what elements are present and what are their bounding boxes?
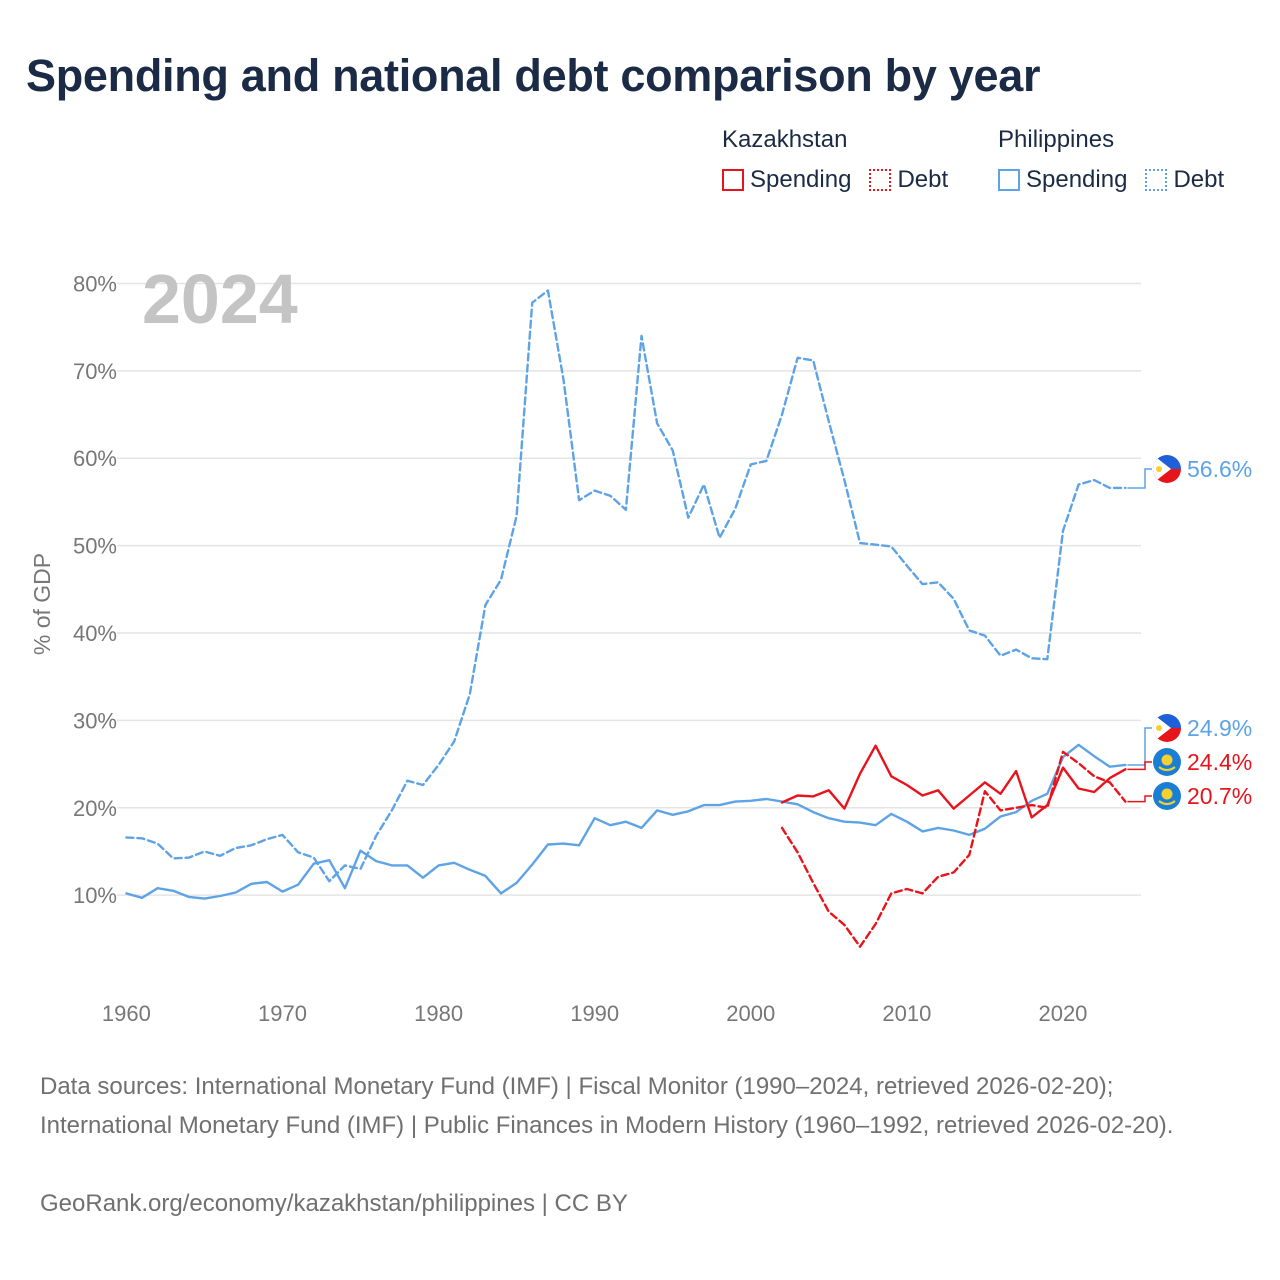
y-tick-label-30: 30%: [73, 708, 117, 733]
kazakhstan-flag-icon: [1153, 782, 1181, 810]
line-chart: 10% 20% 30% 40% 50% 60% 70% 80% 1960 1970 1980 1990…: [29, 260, 1252, 1026]
grid-layer: [117, 282, 1141, 896]
series-line-philippines-spending: [125, 743, 1127, 900]
legend-swatch-philippines-debt: [1145, 169, 1168, 191]
end-label-kazakhstan-spending: 24.4%: [1187, 749, 1252, 775]
legend-kazakhstan-title: Kazakhstan: [722, 126, 848, 153]
philippines-flag-icon: [1153, 714, 1181, 742]
y-tick-label-10: 10%: [73, 883, 117, 908]
y-tick-label-50: 50%: [73, 534, 117, 559]
legend-label: Debt: [897, 166, 949, 193]
legend-label: Spending: [750, 166, 852, 193]
x-tick-label-2000: 2000: [726, 1001, 775, 1026]
x-tick-label-1960: 1960: [102, 1001, 151, 1026]
series-line-philippines-debt: [125, 289, 1127, 883]
y-axis-label: % of GDP: [29, 553, 55, 655]
legend-kazakhstan-spending[interactable]: Spending: [722, 166, 851, 194]
end-label-philippines-debt: 56.6%: [1187, 456, 1252, 482]
legend-label: Debt: [1173, 166, 1225, 193]
leader-line-kazakhstan-spending: [1127, 761, 1152, 771]
legend-label: Spending: [1026, 166, 1128, 193]
y-tick-label-80: 80%: [73, 271, 117, 296]
credit-link[interactable]: GeoRank.org/economy/kazakhstan/philippin…: [40, 1190, 628, 1217]
leader-line-kazakhstan-debt: [1127, 795, 1152, 803]
x-tick-label-1970: 1970: [258, 1001, 307, 1026]
legend-philippines: Philippines Spending Debt: [998, 124, 1242, 194]
leader-line-philippines-spending: [1127, 727, 1152, 766]
axis-layer: 10% 20% 30% 40% 50% 60% 70% 80% 1960 1970 1980 1990…: [73, 271, 1087, 1026]
series-layer: [125, 289, 1127, 948]
legend-kazakhstan-debt[interactable]: Debt: [869, 166, 948, 194]
legend-kazakhstan: Kazakhstan Spending Debt: [722, 124, 966, 194]
philippines-flag-icon: [1153, 455, 1181, 483]
legend-swatch-kazakhstan-spending: [722, 169, 744, 191]
leader-line-philippines-debt: [1127, 468, 1152, 489]
x-tick-label-2010: 2010: [882, 1001, 931, 1026]
x-tick-label-2020: 2020: [1038, 1001, 1087, 1026]
legend-swatch-kazakhstan-debt: [869, 169, 892, 191]
data-source-note: Data sources: International Monetary Fun…: [40, 1073, 1174, 1139]
legend-philippines-title: Philippines: [998, 126, 1115, 153]
x-tick-label-1990: 1990: [570, 1001, 619, 1026]
year-watermark: 2024: [142, 260, 298, 338]
y-tick-label-60: 60%: [73, 446, 117, 471]
y-tick-label-70: 70%: [73, 359, 117, 384]
end-label-kazakhstan-debt: 20.7%: [1187, 783, 1252, 809]
chart-title: Spending and national debt comparison by…: [26, 50, 1041, 101]
legend-swatch-philippines-spending: [998, 169, 1020, 191]
y-tick-label-40: 40%: [73, 621, 117, 646]
series-line-kazakhstan-spending: [780, 744, 1127, 819]
legend-philippines-debt[interactable]: Debt: [1145, 166, 1224, 194]
y-tick-label-20: 20%: [73, 796, 117, 821]
series-line-kazakhstan-debt: [780, 750, 1127, 948]
end-label-layer: 56.6% 24.9% 24.4% 20.7%: [1127, 455, 1252, 810]
x-tick-label-1980: 1980: [414, 1001, 463, 1026]
kazakhstan-flag-icon: [1153, 748, 1181, 776]
legend-philippines-spending[interactable]: Spending: [998, 166, 1127, 194]
end-label-philippines-spending: 24.9%: [1187, 715, 1252, 741]
